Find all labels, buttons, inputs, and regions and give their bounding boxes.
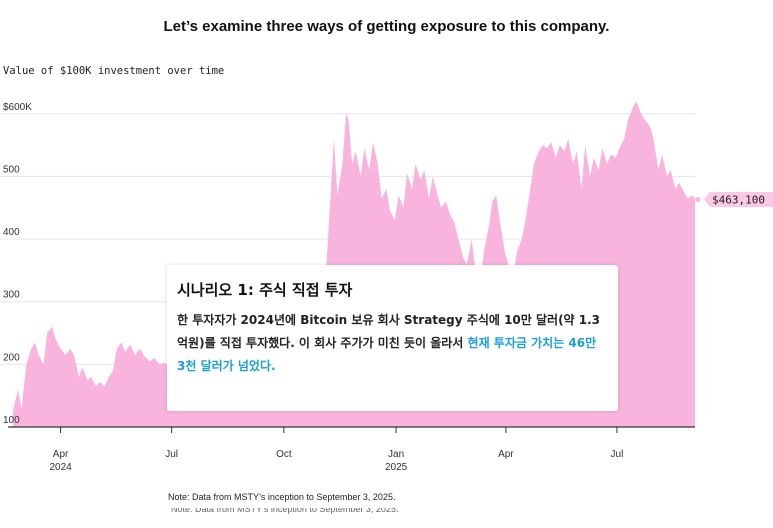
y-tick-label: 400 xyxy=(3,227,20,238)
x-tick-label: Apr xyxy=(53,449,69,460)
footnote: Note: Data from MSTY’s inception to Sept… xyxy=(168,492,396,502)
scenario-card-text: 한 투자자가 2024년에 Bitcoin 보유 회사 Strategy 주식에… xyxy=(177,313,601,350)
x-tick-label: Jan xyxy=(388,449,404,460)
x-tick-label: Jul xyxy=(611,449,624,460)
x-tick-label: Apr xyxy=(498,449,514,460)
scenario-card-body: 한 투자자가 2024년에 Bitcoin 보유 회사 Strategy 주식에… xyxy=(177,309,608,378)
x-tick-year-label: 2024 xyxy=(49,462,72,473)
x-tick-label: Jul xyxy=(165,449,178,460)
end-value-tag xyxy=(704,192,773,208)
y-tick-label: 500 xyxy=(3,164,20,175)
scenario-card: 시나리오 1: 주식 직접 투자 한 투자자가 2024년에 Bitcoin 보… xyxy=(167,265,618,411)
y-tick-label: $600K xyxy=(3,102,32,113)
page-title: Let’s examine three ways of getting expo… xyxy=(163,18,610,35)
y-tick-label: 300 xyxy=(3,290,20,301)
x-tick-labels: Apr 2024 Jul Oct Jan 2025 Apr Jul xyxy=(49,427,623,473)
x-tick-label: Oct xyxy=(276,449,292,460)
chart-ylabel: Value of $100K investment over time xyxy=(3,65,225,77)
y-tick-label: 100 xyxy=(3,415,20,426)
scenario-card-highlight: 현재 투자금 가치는 46만 3천 달러가 넘었다. xyxy=(177,336,597,373)
end-point xyxy=(695,197,701,203)
end-value-marker: $463,100 xyxy=(695,192,773,208)
y-tick-label: 200 xyxy=(3,352,20,363)
y-tick-labels: $600K 500 400 300 200 100 xyxy=(3,102,32,426)
scenario-card-title: 시나리오 1: 주식 직접 투자 xyxy=(177,281,353,299)
end-value-label: $463,100 xyxy=(712,194,765,207)
x-tick-year-label: 2025 xyxy=(385,462,408,473)
footnote-duplicate: Note: Data from MSTY’s inception to Sept… xyxy=(171,508,399,514)
